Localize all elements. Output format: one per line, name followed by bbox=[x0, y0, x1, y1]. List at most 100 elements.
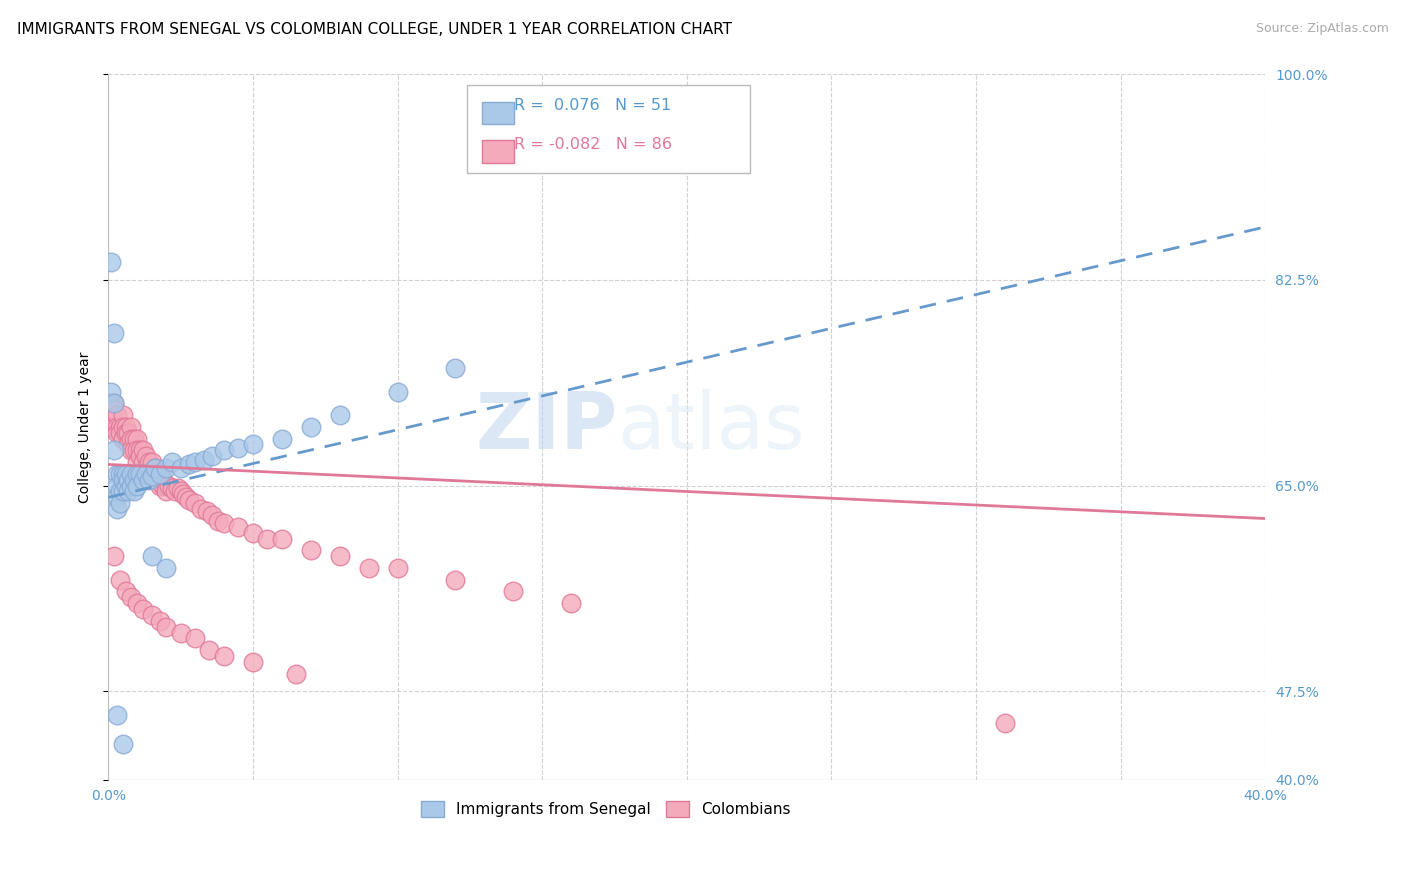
Point bbox=[111, 473, 134, 487]
Point bbox=[299, 419, 322, 434]
Point bbox=[103, 402, 125, 417]
Text: Source: ZipAtlas.com: Source: ZipAtlas.com bbox=[1256, 22, 1389, 36]
Point bbox=[114, 467, 136, 481]
Point bbox=[127, 478, 149, 492]
Point bbox=[179, 492, 201, 507]
Point bbox=[143, 467, 166, 481]
Point bbox=[117, 484, 139, 499]
Point bbox=[184, 455, 207, 469]
Point bbox=[108, 496, 131, 510]
Point bbox=[207, 514, 229, 528]
Point bbox=[132, 473, 155, 487]
Point bbox=[105, 502, 128, 516]
Point bbox=[108, 419, 131, 434]
Point bbox=[103, 443, 125, 458]
Point bbox=[155, 561, 177, 575]
Point bbox=[141, 469, 163, 483]
Point bbox=[127, 596, 149, 610]
Point bbox=[179, 458, 201, 472]
Point bbox=[124, 473, 146, 487]
Point bbox=[114, 584, 136, 599]
Point bbox=[117, 425, 139, 440]
Point bbox=[135, 467, 157, 481]
Point bbox=[994, 716, 1017, 731]
Point bbox=[560, 596, 582, 610]
Point bbox=[120, 478, 142, 492]
Text: IMMIGRANTS FROM SENEGAL VS COLOMBIAN COLLEGE, UNDER 1 YEAR CORRELATION CHART: IMMIGRANTS FROM SENEGAL VS COLOMBIAN COL… bbox=[17, 22, 733, 37]
Text: R = -0.082   N = 86: R = -0.082 N = 86 bbox=[515, 137, 672, 153]
Point bbox=[105, 491, 128, 505]
Point bbox=[212, 516, 235, 531]
Point bbox=[201, 449, 224, 463]
Point bbox=[120, 443, 142, 458]
Point bbox=[111, 467, 134, 481]
Point bbox=[111, 419, 134, 434]
FancyBboxPatch shape bbox=[482, 103, 513, 125]
Point bbox=[120, 432, 142, 446]
Point bbox=[190, 502, 212, 516]
Point bbox=[141, 467, 163, 481]
Point bbox=[114, 425, 136, 440]
Point bbox=[105, 467, 128, 481]
Point bbox=[108, 484, 131, 499]
Point bbox=[103, 549, 125, 564]
Point bbox=[103, 326, 125, 340]
Point bbox=[120, 591, 142, 605]
Point bbox=[124, 443, 146, 458]
Point bbox=[166, 481, 188, 495]
Point bbox=[105, 478, 128, 492]
Point bbox=[111, 432, 134, 446]
Point bbox=[117, 473, 139, 487]
Point bbox=[124, 484, 146, 499]
Point bbox=[111, 484, 134, 499]
Point bbox=[120, 419, 142, 434]
Point bbox=[127, 467, 149, 481]
Point bbox=[114, 419, 136, 434]
Point bbox=[228, 441, 250, 455]
Point bbox=[285, 666, 308, 681]
Point bbox=[111, 408, 134, 422]
Point bbox=[502, 584, 524, 599]
Point bbox=[149, 467, 172, 481]
Point bbox=[105, 419, 128, 434]
Point bbox=[157, 478, 180, 492]
Legend: Immigrants from Senegal, Colombians: Immigrants from Senegal, Colombians bbox=[413, 794, 799, 825]
Point bbox=[160, 481, 183, 495]
Point bbox=[138, 473, 160, 487]
Point bbox=[129, 443, 152, 458]
Point bbox=[169, 461, 191, 475]
FancyBboxPatch shape bbox=[467, 85, 751, 173]
Point bbox=[124, 432, 146, 446]
Point bbox=[105, 408, 128, 422]
Text: ZIP: ZIP bbox=[475, 389, 617, 465]
Point bbox=[242, 525, 264, 540]
Point bbox=[169, 625, 191, 640]
Point bbox=[357, 561, 380, 575]
Point bbox=[141, 455, 163, 469]
Point bbox=[155, 461, 177, 475]
Point bbox=[100, 396, 122, 410]
Point bbox=[270, 432, 292, 446]
Point bbox=[146, 473, 169, 487]
Point bbox=[103, 419, 125, 434]
Point bbox=[108, 425, 131, 440]
Point bbox=[242, 655, 264, 669]
Point bbox=[152, 478, 174, 492]
Point bbox=[299, 543, 322, 558]
Point bbox=[242, 437, 264, 451]
Point bbox=[108, 573, 131, 587]
Point bbox=[103, 396, 125, 410]
Point bbox=[135, 461, 157, 475]
Point bbox=[149, 478, 172, 492]
Point bbox=[169, 484, 191, 499]
Point bbox=[132, 602, 155, 616]
Point bbox=[105, 707, 128, 722]
Y-axis label: College, Under 1 year: College, Under 1 year bbox=[79, 351, 93, 502]
Point bbox=[184, 632, 207, 646]
Point bbox=[201, 508, 224, 522]
Point bbox=[149, 614, 172, 628]
Point bbox=[100, 419, 122, 434]
Point bbox=[141, 607, 163, 622]
Point bbox=[387, 384, 409, 399]
Point bbox=[212, 649, 235, 664]
